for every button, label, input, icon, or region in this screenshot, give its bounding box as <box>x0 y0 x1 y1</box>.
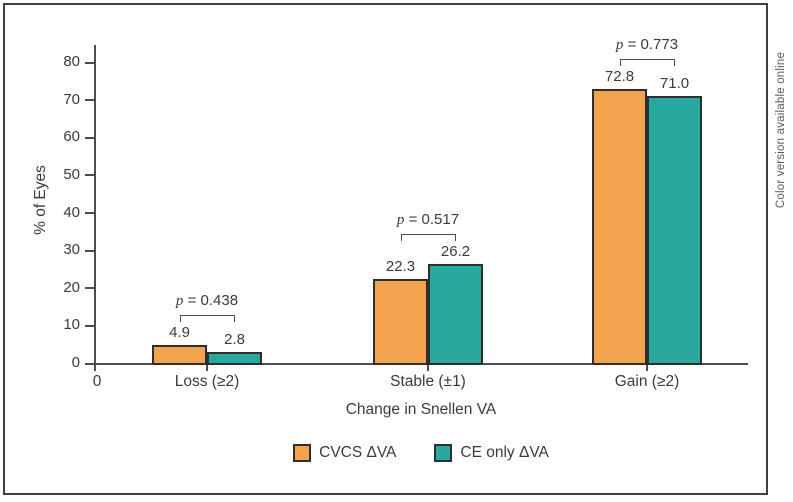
bar-value-label: 2.8 <box>224 331 245 349</box>
bar-value-label: 22.3 <box>385 258 416 276</box>
y-tick <box>85 174 94 177</box>
y-tick-label: 30 <box>63 241 80 259</box>
p-symbol: p <box>396 212 405 229</box>
y-tick <box>85 136 94 139</box>
bar-cvcs <box>152 344 207 365</box>
p-value-label: p = 0.773 <box>615 36 679 54</box>
y-tick-label: 40 <box>63 203 80 221</box>
y-tick-label: 60 <box>63 128 80 146</box>
p-value-label: p = 0.438 <box>175 291 239 309</box>
x-origin-label: 0 <box>92 373 102 390</box>
bar-value-label: 71.0 <box>659 74 690 92</box>
x-category-label: Loss (≥2) <box>174 373 240 390</box>
significance-bracket <box>179 314 235 322</box>
y-tick <box>85 99 94 102</box>
y-tick-label: 0 <box>71 354 80 371</box>
p-value-label: p = 0.517 <box>396 211 460 229</box>
y-axis <box>94 45 96 365</box>
bar-ce-only <box>428 264 483 365</box>
y-tick-label: 50 <box>63 165 80 183</box>
y-tick <box>85 61 94 64</box>
p-symbol: p <box>615 37 624 54</box>
legend-item-cvcs: CVCS ΔVA <box>293 444 396 462</box>
y-tick-label: 20 <box>63 278 80 296</box>
y-tick-label: 80 <box>63 53 80 70</box>
y-tick <box>85 362 94 365</box>
y-tick-label: 70 <box>63 90 80 108</box>
x-category-label: Stable (±1) <box>390 373 466 390</box>
bar-ce-only <box>207 352 262 365</box>
x-origin-tick <box>94 365 96 371</box>
bar-ce-only <box>647 95 702 365</box>
x-tick <box>646 365 648 371</box>
legend-swatch <box>434 444 453 462</box>
bar-value-label: 72.8 <box>604 68 635 86</box>
bar-value-label: 4.9 <box>169 323 190 341</box>
legend-item-ce-only: CE only ΔVA <box>434 444 549 462</box>
y-tick <box>85 212 94 214</box>
legend: CVCS ΔVA CE only ΔVA <box>94 444 748 462</box>
significance-bracket <box>619 59 675 67</box>
legend-label: CE only ΔVA <box>460 444 549 461</box>
x-tick <box>206 365 208 371</box>
bar-cvcs <box>592 89 647 365</box>
x-tick <box>427 365 429 371</box>
significance-bracket <box>400 234 456 242</box>
legend-label: CVCS ΔVA <box>319 444 397 461</box>
p-symbol: p <box>175 292 184 309</box>
side-note-vertical: Color version available online <box>775 51 787 209</box>
bar-cvcs <box>373 279 428 365</box>
legend-swatch <box>293 444 312 462</box>
y-tick <box>85 324 94 327</box>
y-tick-label: 10 <box>63 316 80 334</box>
figure-border <box>3 3 768 495</box>
x-axis-title: Change in Snellen VA <box>345 401 497 418</box>
y-tick <box>85 287 94 290</box>
bar-value-label: 26.2 <box>440 243 471 261</box>
y-tick <box>85 249 94 252</box>
x-category-label: Gain (≥2) <box>614 373 680 390</box>
y-axis-title: % of Eyes <box>32 165 49 235</box>
